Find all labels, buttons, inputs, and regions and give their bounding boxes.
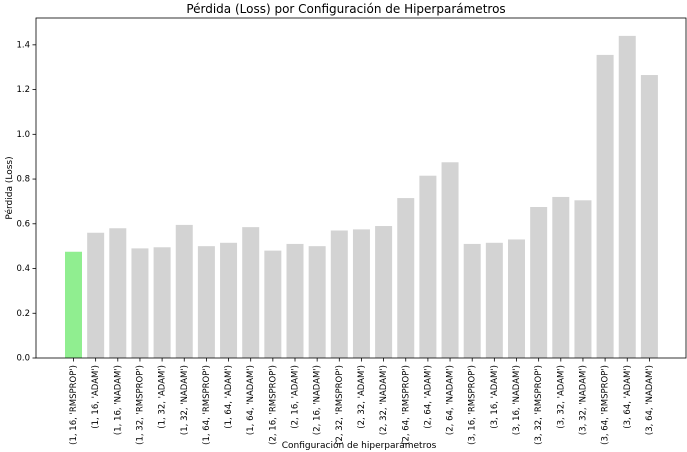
x-tick-label-10: (2, 16, 'ADAM') [291,365,301,429]
x-tick-label-9: (2, 16, 'RMSPROP') [268,365,278,445]
x-tick-label-17: (2, 64, 'NADAM') [446,365,456,435]
bar-8 [242,227,260,358]
x-tick-label-21: (3, 32, 'RMSPROP') [534,365,544,445]
bar-16 [419,175,437,358]
x-axis: (1, 16, 'RMSPROP') (1, 16, 'ADAM') (1, 16,… [69,358,655,445]
x-tick-label-25: (3, 64, 'ADAM') [623,365,633,429]
x-tick-label-18: (3, 16, 'RMSPROP') [468,365,478,445]
y-tick-label-3: 0.6 [16,219,30,229]
bar-11 [308,246,326,358]
bar-5 [175,224,193,358]
bar-23 [574,200,592,358]
plot-frame [35,17,687,359]
y-tick-label-0: 0.0 [16,354,30,364]
bar-12 [330,230,348,358]
y-tick-label-1: 0.2 [16,309,30,319]
x-tick-label-6: (1, 64, 'RMSPROP') [202,365,212,445]
x-tick-label-24: (3, 64, 'RMSPROP') [601,365,611,445]
x-tick-label-8: (1, 64, 'NADAM') [246,365,256,435]
bar-15 [397,198,415,358]
bar-10 [286,243,304,358]
x-tick-label-20: (3, 16, 'NADAM') [512,365,522,435]
bar-3 [131,248,149,358]
x-tick-label-0: (1, 16, 'RMSPROP') [69,365,79,445]
x-tick-label-14: (2, 32, 'NADAM') [379,365,389,435]
bar-6 [197,246,215,358]
bar-4 [153,247,171,358]
y-tick-label-2: 0.4 [16,264,30,274]
x-tick-label-26: (3, 64, 'NADAM') [645,365,655,435]
bar-19 [485,242,503,358]
bar-1 [87,232,105,358]
bar-0 [65,251,82,358]
x-tick-label-2: (1, 16, 'NADAM') [113,365,123,435]
bar-24 [596,54,614,358]
bar-25 [618,35,636,358]
x-tick-label-19: (3, 16, 'ADAM') [490,365,500,429]
bar-26 [640,75,658,358]
x-tick-label-12: (2, 32, 'RMSPROP') [335,365,345,445]
x-tick-label-7: (1, 64, 'ADAM') [224,365,234,429]
x-tick-label-4: (1, 32, 'ADAM') [158,365,168,429]
x-tick-label-22: (3, 32, 'ADAM') [556,365,566,429]
bar-2 [109,228,127,358]
chart-title: Pérdida (Loss) por Configuración de Hipe… [186,2,505,16]
x-tick-label-13: (2, 32, 'ADAM') [357,365,367,429]
x-tick-label-1: (1, 16, 'ADAM') [91,365,101,429]
bar-22 [552,196,570,358]
bar-21 [530,207,548,358]
bar-17 [441,162,459,358]
y-tick-label-5: 1.0 [16,130,30,140]
x-tick-label-23: (3, 32, 'NADAM') [578,365,588,435]
bar-20 [508,239,525,358]
x-axis-label: Configuración de hiperparámetros [282,440,437,451]
bars-group [65,35,658,358]
bar-13 [352,229,370,358]
y-tick-label-7: 1.4 [16,40,30,50]
bar-18 [463,243,481,358]
bar-14 [375,226,393,358]
bar-7 [220,242,238,358]
x-tick-label-3: (1, 32, 'RMSPROP') [135,365,145,445]
x-tick-label-15: (2, 64, 'RMSPROP') [401,365,411,445]
x-tick-label-16: (2, 64, 'ADAM') [423,365,433,429]
y-tick-label-6: 1.2 [16,85,30,95]
x-tick-label-11: (2, 16, 'NADAM') [313,365,323,435]
y-tick-label-4: 0.8 [16,175,30,185]
y-axis-label: Pérdida (Loss) [4,156,15,219]
bar-9 [264,250,282,358]
y-axis: 0.0 0.2 0.4 0.6 0.8 1.0 1.2 1.4 [16,40,36,364]
x-tick-label-5: (1, 32, 'NADAM') [180,365,190,435]
